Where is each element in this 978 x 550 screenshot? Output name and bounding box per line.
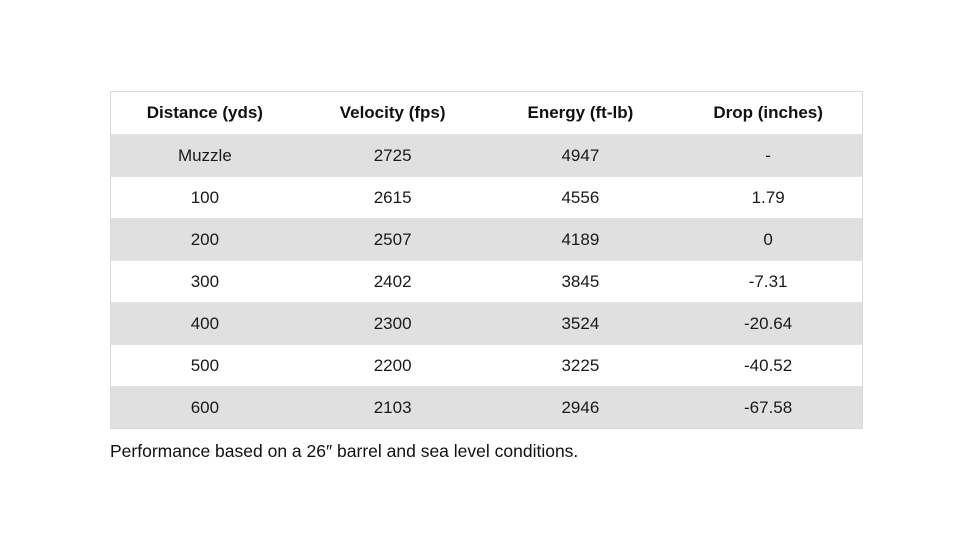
cell-distance: 100 (190, 187, 220, 207)
cell-drop: -40.52 (744, 355, 793, 375)
cell-energy: 3524 (561, 313, 600, 333)
column-header-energy: Energy (ft-lb) (527, 103, 634, 122)
cell-energy: 4189 (561, 229, 600, 249)
table-row: 400 2300 3524 -20.64 (111, 302, 862, 344)
table-row: 600 2103 2946 -67.58 (111, 386, 862, 428)
table-row: 300 2402 3845 -7.31 (111, 260, 862, 302)
cell-energy: 3225 (561, 355, 600, 375)
cell-velocity: 2200 (373, 355, 412, 375)
column-header-velocity: Velocity (fps) (339, 103, 446, 122)
cell-distance: 500 (190, 355, 220, 375)
table-row: 500 2200 3225 -40.52 (111, 344, 862, 386)
cell-velocity: 2103 (373, 397, 412, 417)
cell-velocity: 2725 (373, 145, 412, 165)
cell-drop: -20.64 (744, 313, 793, 333)
column-header-drop: Drop (inches) (713, 103, 823, 122)
table-row: Muzzle 2725 4947 - (111, 134, 862, 176)
column-header-distance: Distance (yds) (146, 103, 263, 122)
cell-distance: 600 (190, 397, 220, 417)
table-row: 100 2615 4556 1.79 (111, 176, 862, 218)
cell-distance: 400 (190, 313, 220, 333)
cell-drop: 1.79 (751, 187, 785, 207)
cell-velocity: 2402 (373, 271, 412, 291)
cell-energy: 3845 (561, 271, 600, 291)
cell-distance: 300 (190, 271, 220, 291)
cell-velocity: 2615 (373, 187, 412, 207)
cell-drop: -67.58 (744, 397, 793, 417)
cell-drop: - (765, 145, 771, 165)
cell-energy: 4947 (561, 145, 600, 165)
table-row: 200 2507 4189 0 (111, 218, 862, 260)
cell-energy: 2946 (561, 397, 600, 417)
cell-distance: 200 (190, 229, 220, 249)
cell-velocity: 2300 (373, 313, 412, 333)
cell-drop: 0 (763, 229, 773, 249)
cell-drop: -7.31 (748, 271, 788, 291)
cell-energy: 4556 (561, 187, 600, 207)
cell-distance: Muzzle (177, 145, 232, 165)
footnote: Performance based on a 26″ barrel and se… (110, 441, 579, 461)
cell-velocity: 2507 (373, 229, 412, 249)
table-header-row: Distance (yds) Velocity (fps) Energy (ft… (111, 92, 862, 134)
ballistics-table: Distance (yds) Velocity (fps) Energy (ft… (110, 91, 863, 429)
